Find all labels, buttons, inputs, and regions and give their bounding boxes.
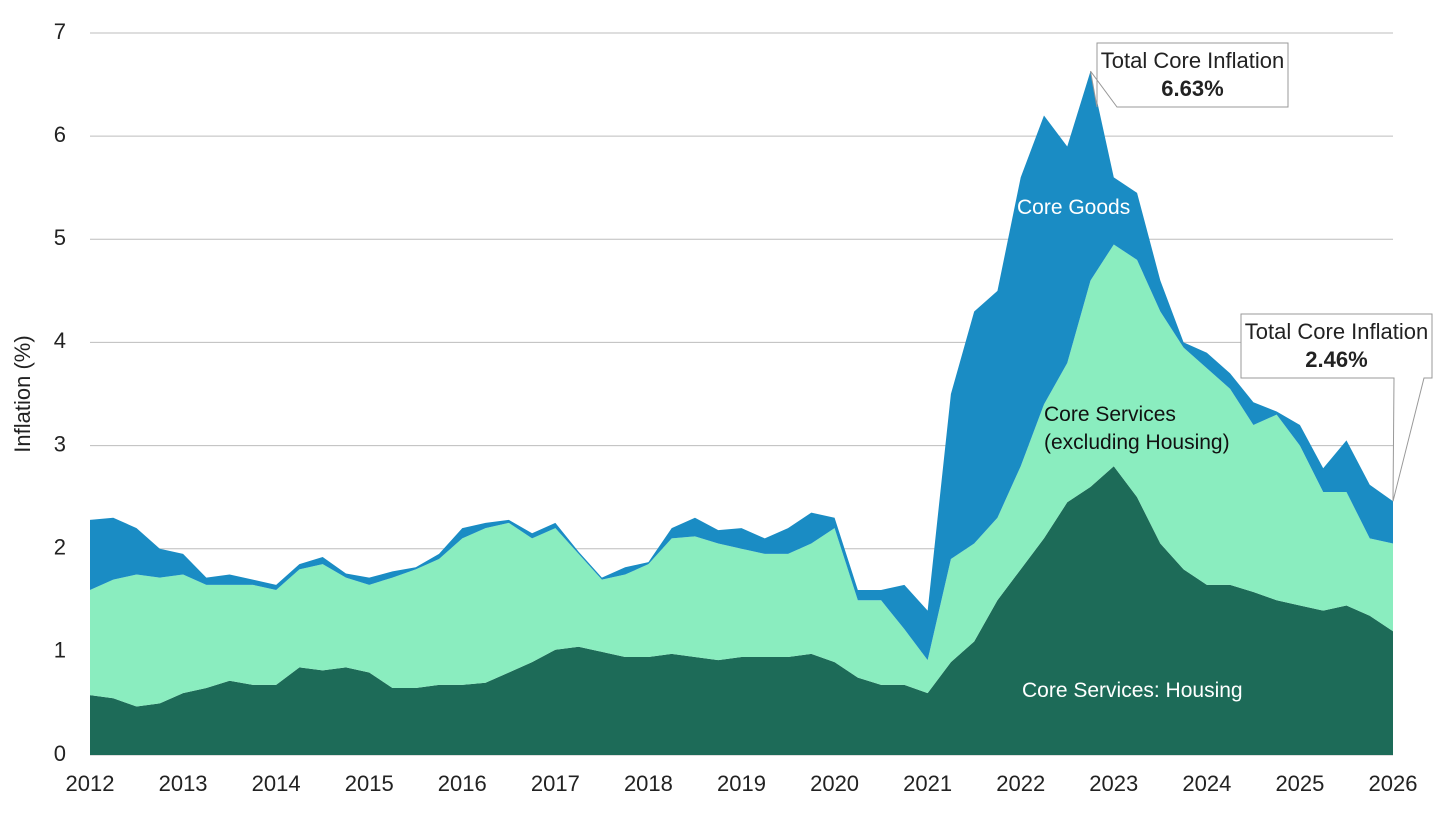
area [90,244,1393,707]
annotation-value: 2.46% [1305,347,1367,372]
annotation-value: 6.63% [1161,76,1223,101]
y-tick-label: 0 [54,741,66,766]
y-tick-label: 2 [54,535,66,560]
x-tick-label: 2024 [1182,771,1231,796]
x-tick-label: 2022 [996,771,1045,796]
callout-box [1240,313,1433,502]
y-tick-label: 7 [54,19,66,44]
callout-box [1090,42,1289,108]
area [90,71,1393,661]
y-axis-label: Inflation (%) [10,335,35,452]
y-tick-label: 1 [54,638,66,663]
series-label: Core Services (excluding Housing) [1044,403,1230,454]
area [90,466,1393,755]
x-tick-label: 2014 [252,771,301,796]
y-tick-label: 3 [54,431,66,456]
x-tick-label: 2015 [345,771,394,796]
x-tick-label: 2013 [159,771,208,796]
series-label: Core Services: Housing [1022,679,1243,702]
y-tick-label: 4 [54,328,66,353]
x-tick-label: 2026 [1369,771,1418,796]
annotation-text: Total Core Inflation [1101,48,1284,73]
series-label: Core Goods [1017,196,1131,219]
x-tick-label: 2025 [1275,771,1324,796]
x-tick-label: 2016 [438,771,487,796]
x-tick-label: 2017 [531,771,580,796]
x-tick-label: 2012 [66,771,115,796]
x-tick-label: 2020 [810,771,859,796]
x-tick-label: 2023 [1089,771,1138,796]
y-tick-label: 6 [54,122,66,147]
x-tick-label: 2019 [717,771,766,796]
x-tick-label: 2018 [624,771,673,796]
y-tick-label: 5 [54,225,66,250]
annotation-text: Total Core Inflation [1245,319,1428,344]
x-tick-label: 2021 [903,771,952,796]
